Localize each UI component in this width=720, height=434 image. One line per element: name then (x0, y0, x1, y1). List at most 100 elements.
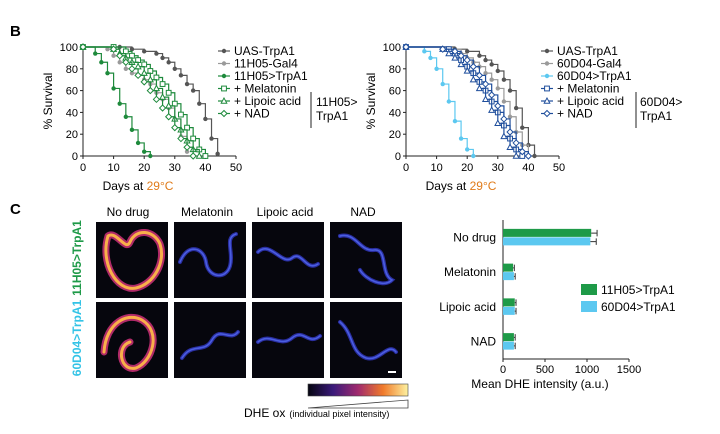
column-label-no-drug: No drug (107, 205, 150, 219)
survival-point (452, 118, 458, 124)
color-scale-bar (307, 383, 409, 397)
survival-point (512, 139, 520, 147)
survival-point (111, 86, 116, 91)
y-axis-label: % Survival (364, 73, 378, 130)
intensity-wedge (307, 399, 409, 409)
survival-point (500, 115, 508, 123)
x-tick-label: 30 (492, 162, 504, 174)
survival-chart-60d04: % Survival Days at 29°C 60D04> TrpA1 0 20… (364, 42, 682, 193)
bar (503, 298, 515, 307)
legend-label: + Lipoic acid (557, 94, 624, 108)
bar (503, 341, 514, 350)
y-tick-label: 60 (389, 86, 401, 98)
survival-line (406, 46, 474, 156)
column-label-melatonin: Melatonin (181, 205, 233, 219)
x-tick-label: 40 (522, 162, 534, 174)
survival-point (178, 111, 184, 118)
tubule-core (257, 248, 319, 267)
survival-point (475, 84, 484, 92)
legend-label: UAS-TrpA1 (557, 44, 618, 58)
legend-label: + NAD (557, 107, 593, 121)
survival-point (469, 62, 478, 71)
survival-point (494, 119, 502, 126)
survival-point (402, 43, 410, 51)
survival-point (445, 49, 453, 57)
survival-line (83, 46, 151, 156)
survival-point (518, 147, 526, 156)
survival-point (93, 51, 98, 56)
survival-point (128, 65, 136, 73)
survival-point (183, 143, 191, 151)
survival-point (158, 104, 167, 112)
survival-point (166, 60, 171, 65)
row-label-11h05: 11H05>TrpA1 (70, 220, 84, 296)
bar (503, 263, 514, 272)
micrograph-panel (174, 302, 246, 378)
survival-point (134, 62, 142, 70)
micrograph-panel (252, 222, 324, 298)
category-label: Lipoic acid (439, 300, 496, 314)
x-tick-label: 50 (230, 162, 242, 174)
survival-point (129, 46, 135, 52)
legend-label: 11H05-Gal4 (234, 57, 298, 71)
legend-marker (544, 61, 550, 66)
survival-point (177, 134, 185, 143)
survival-point (109, 45, 118, 53)
survival-point (117, 101, 122, 106)
legend-marker (220, 109, 228, 118)
survival-chart-11h05: % Survival Days at 29°C 11H05> TrpA1 0 20… (41, 42, 357, 193)
micrograph-panel (252, 302, 324, 378)
survival-point (507, 88, 513, 93)
survival-point (446, 99, 452, 104)
survival-point (440, 81, 445, 87)
survival-point (489, 62, 494, 67)
y-tick-label: 80 (66, 64, 78, 76)
survival-point (465, 49, 470, 54)
survival-point (99, 60, 104, 65)
survival-line (83, 46, 200, 156)
tubule-core (104, 231, 163, 290)
survival-point (451, 53, 459, 61)
x-tick-label: 1000 (575, 364, 599, 376)
legend-marker (221, 61, 227, 66)
survival-point (434, 66, 439, 72)
legend-label: 11H05>TrpA1 (234, 69, 308, 83)
survival-point (184, 149, 190, 154)
x-axis-label: Days at 29°C (103, 179, 174, 193)
survival-point (135, 140, 141, 146)
category-label: No drug (453, 230, 496, 244)
micrograph-panel (96, 222, 168, 298)
y-tick-label: 20 (66, 129, 78, 141)
survival-point (148, 153, 153, 159)
legend-marker (221, 48, 227, 54)
legend-marker (543, 109, 551, 118)
x-tick-label: 10 (430, 162, 442, 174)
survival-point (178, 73, 184, 78)
legend-label: UAS-TrpA1 (234, 44, 295, 58)
legend-marker (544, 73, 550, 79)
survival-point (506, 143, 514, 150)
x-tick-label: 1500 (617, 364, 641, 376)
x-tick-label: 0 (403, 162, 409, 174)
survival-point (152, 84, 161, 92)
survival-point (202, 153, 209, 159)
survival-point (457, 52, 465, 60)
y-tick-label: 80 (389, 64, 401, 76)
survival-point (134, 71, 142, 80)
survival-point (79, 43, 87, 51)
survival-point (532, 153, 537, 159)
y-tick-label: 0 (395, 151, 401, 163)
y-tick-label: 40 (66, 107, 78, 119)
survival-point (457, 60, 465, 68)
survival-point (122, 58, 130, 66)
y-tick-label: 100 (383, 42, 401, 54)
survival-point (123, 114, 129, 119)
legend-label: + Melatonin (557, 82, 619, 96)
survival-point (451, 47, 459, 56)
survival-point (209, 136, 214, 141)
x-tick-label: 20 (461, 162, 473, 174)
survival-point (458, 136, 464, 141)
survival-point (463, 56, 471, 64)
survival-point (501, 99, 507, 104)
y-tick-label: 0 (72, 151, 78, 163)
